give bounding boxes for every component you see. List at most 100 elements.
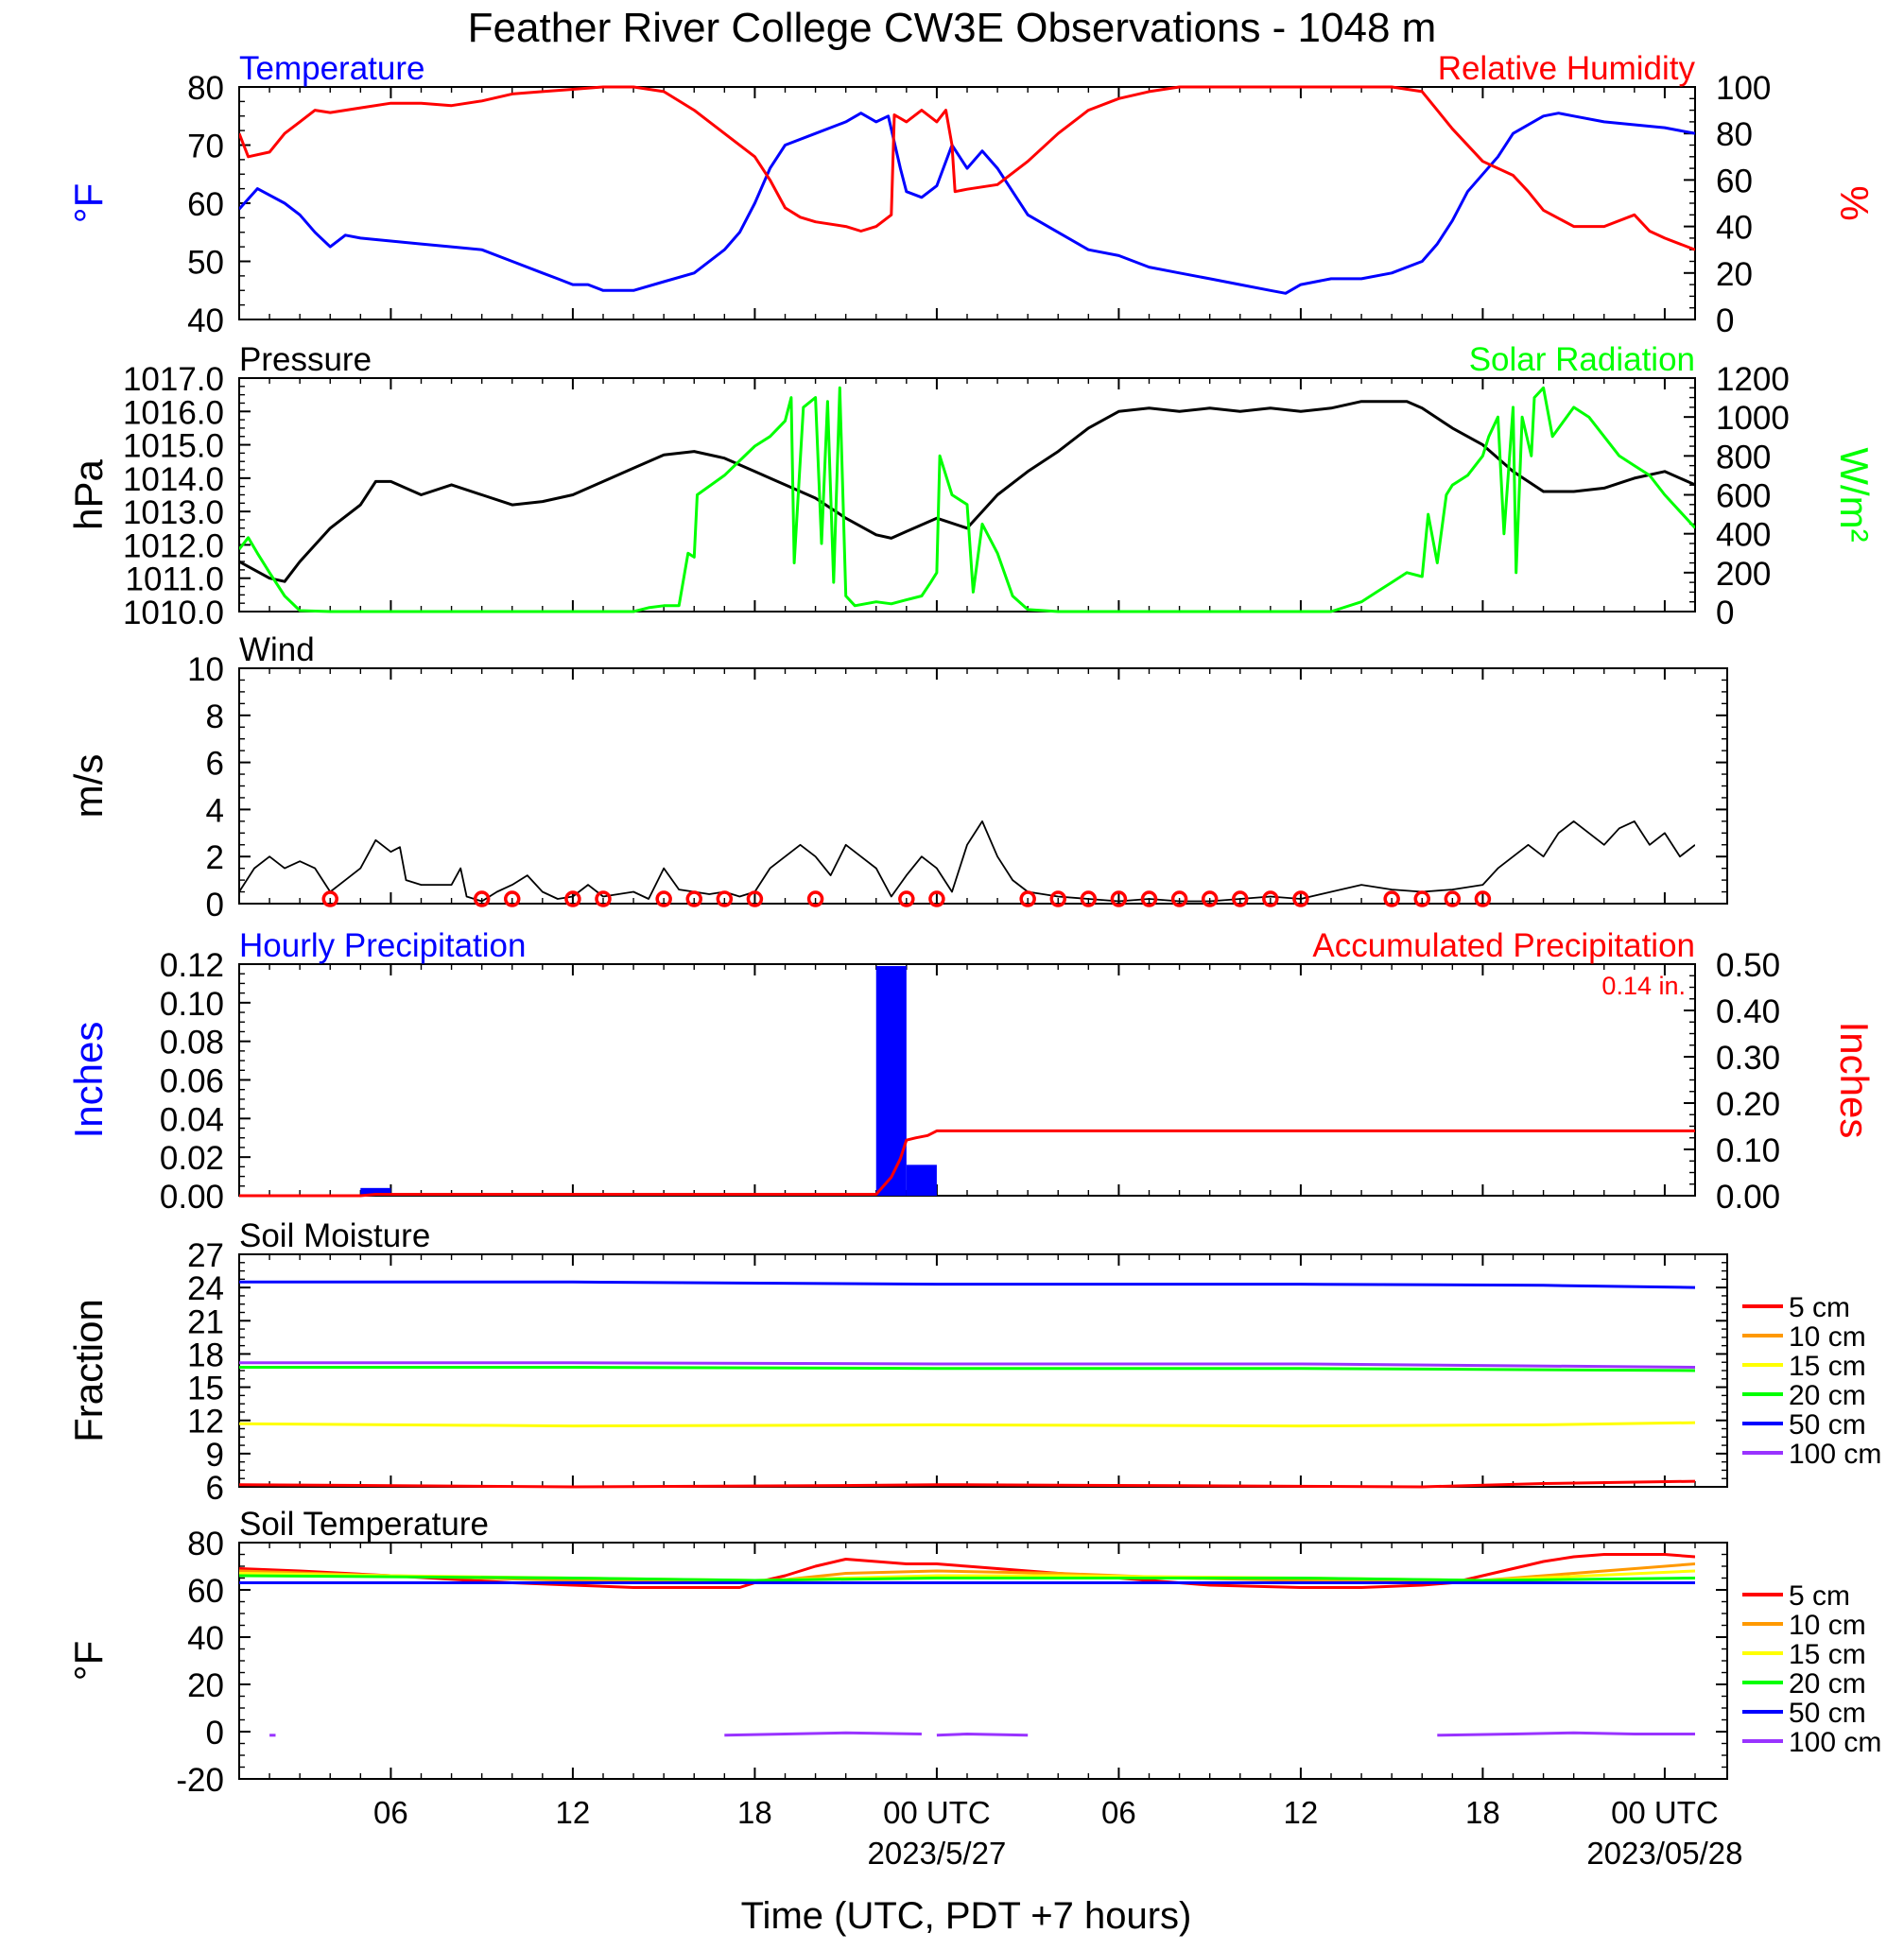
wind-calm-marker xyxy=(504,890,521,907)
soil_temp-ylabel-left: °F xyxy=(66,1641,111,1681)
temp_rh-series-temperature xyxy=(239,112,1695,295)
precip-title-right: Accumulated Precipitation xyxy=(1312,927,1695,964)
temp_rh-ytick-label-left: 60 xyxy=(187,186,224,223)
wind-calm-marker xyxy=(1262,890,1279,907)
x-tick-date-label: 2023/5/27 xyxy=(868,1836,1007,1871)
soil_moisture-ytick-label-left: 6 xyxy=(206,1470,224,1507)
soil_moisture-legend-label: 20 cm xyxy=(1789,1380,1866,1411)
temp_rh-ytick-label-right: 20 xyxy=(1716,256,1753,293)
precip-ytick-label-right: 0.20 xyxy=(1716,1086,1780,1123)
wind-ytick-label-left: 0 xyxy=(206,887,224,923)
temp_rh-ylabel-left: °F xyxy=(66,183,111,223)
soil_temp-ytick-label-left: 40 xyxy=(187,1620,224,1657)
soil_temp-legend-label: 50 cm xyxy=(1789,1698,1866,1729)
soil_moisture-title-left: Soil Moisture xyxy=(239,1217,430,1254)
pressure_solar-series-solar-radiation xyxy=(239,386,1695,613)
pressure_solar-ytick-label-left: 1012.0 xyxy=(123,527,224,564)
precip-series-accumulated-precipitation xyxy=(239,1129,1695,1198)
precip-ytick-label-left: 0.12 xyxy=(160,947,224,984)
temp_rh-title-right: Relative Humidity xyxy=(1438,50,1696,87)
precip-ytick-label-right: 0.40 xyxy=(1716,993,1780,1030)
precip-ytick-label-right: 0.00 xyxy=(1716,1179,1780,1216)
temp_rh-ytick-label-right: 60 xyxy=(1716,163,1753,199)
precip-annotation: 0.14 in. xyxy=(1601,972,1686,1000)
x-tick-label: 06 xyxy=(1101,1795,1136,1830)
wind-calm-marker xyxy=(473,890,491,907)
pressure_solar-ytick-label-right: 1000 xyxy=(1716,400,1790,437)
wind-calm-marker xyxy=(806,890,824,907)
precip-ytick-label-left: 0.00 xyxy=(160,1179,224,1216)
pressure_solar-ytick-label-right: 0 xyxy=(1716,595,1734,631)
soil_moisture-series-100-cm xyxy=(239,1361,1695,1369)
precip-bar xyxy=(906,1165,937,1196)
wind-calm-marker xyxy=(1110,890,1128,907)
precip-ylabel-left: Inches xyxy=(66,1022,111,1139)
soil_temp-legend-label: 10 cm xyxy=(1789,1610,1866,1641)
pressure_solar-ytick-label-left: 1011.0 xyxy=(126,561,224,598)
pressure_solar-ytick-label-left: 1014.0 xyxy=(123,461,224,498)
precip-ytick-label-right: 0.50 xyxy=(1716,947,1780,984)
precip-bar xyxy=(360,1187,391,1196)
soil_moisture-legend-label: 50 cm xyxy=(1789,1409,1866,1441)
soil_moisture-ytick-label-left: 24 xyxy=(187,1270,224,1307)
x-tick-label: 06 xyxy=(373,1795,408,1830)
soil_moisture-ytick-label-left: 9 xyxy=(206,1437,224,1474)
x-tick-date-label: 2023/05/28 xyxy=(1586,1836,1742,1871)
soil_temp-legend-label: 100 cm xyxy=(1789,1727,1881,1758)
temp_rh-ytick-label-right: 80 xyxy=(1716,116,1753,153)
soil_temp-title-left: Soil Temperature xyxy=(239,1506,489,1543)
temp_rh-ytick-label-left: 80 xyxy=(187,70,224,107)
temp_rh-title-left: Temperature xyxy=(239,50,424,87)
wind-ylabel-left: m/s xyxy=(66,754,111,819)
precip-ytick-label-right: 0.30 xyxy=(1716,1040,1780,1077)
wind-calm-marker xyxy=(1474,890,1492,907)
wind-calm-marker xyxy=(1444,890,1462,907)
soil_moisture-ytick-label-left: 21 xyxy=(187,1303,224,1340)
temp_rh-ytick-label-right: 0 xyxy=(1716,302,1734,339)
soil_temp-series-20-cm xyxy=(239,1574,1695,1582)
precip-ylabel-right: Inches xyxy=(1832,1022,1877,1139)
pressure_solar-ylabel-right: W/m² xyxy=(1832,447,1877,542)
soil_moisture-legend-label: 15 cm xyxy=(1789,1351,1866,1382)
soil_temp-series-5-cm xyxy=(239,1553,1695,1589)
soil_temp-series-100-cm xyxy=(1437,1731,1695,1737)
soil_temp-ytick-label-left: 0 xyxy=(206,1715,224,1752)
wind-calm-marker xyxy=(898,890,915,907)
precip-ytick-label-right: 0.10 xyxy=(1716,1132,1780,1169)
wind-calm-marker xyxy=(1019,890,1036,907)
temp_rh-frame xyxy=(238,86,1696,320)
precip-ytick-label-left: 0.02 xyxy=(160,1140,224,1177)
pressure_solar-ytick-label-left: 1010.0 xyxy=(123,595,224,631)
wind-calm-marker xyxy=(928,890,945,907)
x-tick-label: 18 xyxy=(737,1795,772,1830)
soil_temp-ytick-label-left: -20 xyxy=(176,1762,224,1799)
pressure_solar-ytick-label-right: 800 xyxy=(1716,439,1771,475)
wind-calm-marker xyxy=(321,890,338,907)
pressure_solar-ytick-label-right: 200 xyxy=(1716,556,1771,593)
precip-ytick-label-left: 0.10 xyxy=(160,986,224,1023)
wind-calm-marker xyxy=(564,890,581,907)
precip-frame xyxy=(238,963,1696,1197)
temp_rh-ylabel-right: % xyxy=(1832,185,1877,220)
pressure_solar-series-pressure xyxy=(239,400,1695,583)
soil_moisture-series-20-cm xyxy=(239,1366,1695,1372)
temp_rh-ytick-label-left: 50 xyxy=(187,245,224,282)
wind-series-wind xyxy=(239,820,1695,903)
soil_moisture-ytick-label-left: 15 xyxy=(187,1371,224,1407)
wind-calm-marker xyxy=(1292,890,1309,907)
wind-calm-marker xyxy=(1232,890,1249,907)
pressure_solar-ytick-label-right: 400 xyxy=(1716,517,1771,554)
precip-ytick-label-left: 0.06 xyxy=(160,1063,224,1100)
soil_moisture-legend-label: 5 cm xyxy=(1789,1292,1850,1323)
pressure_solar-title-right: Solar Radiation xyxy=(1469,341,1695,378)
x-tick-label: 12 xyxy=(556,1795,591,1830)
wind-title-left: Wind xyxy=(239,631,315,668)
soil_moisture-series-50-cm xyxy=(239,1280,1695,1289)
chart-title: Feather River College CW3E Observations … xyxy=(468,5,1437,51)
soil_moisture-series-15-cm xyxy=(239,1421,1695,1428)
soil_temp-legend-label: 20 cm xyxy=(1789,1668,1866,1700)
precip-bar xyxy=(875,966,907,1196)
wind-calm-marker xyxy=(1140,890,1158,907)
soil_temp-series-100-cm xyxy=(724,1731,922,1737)
